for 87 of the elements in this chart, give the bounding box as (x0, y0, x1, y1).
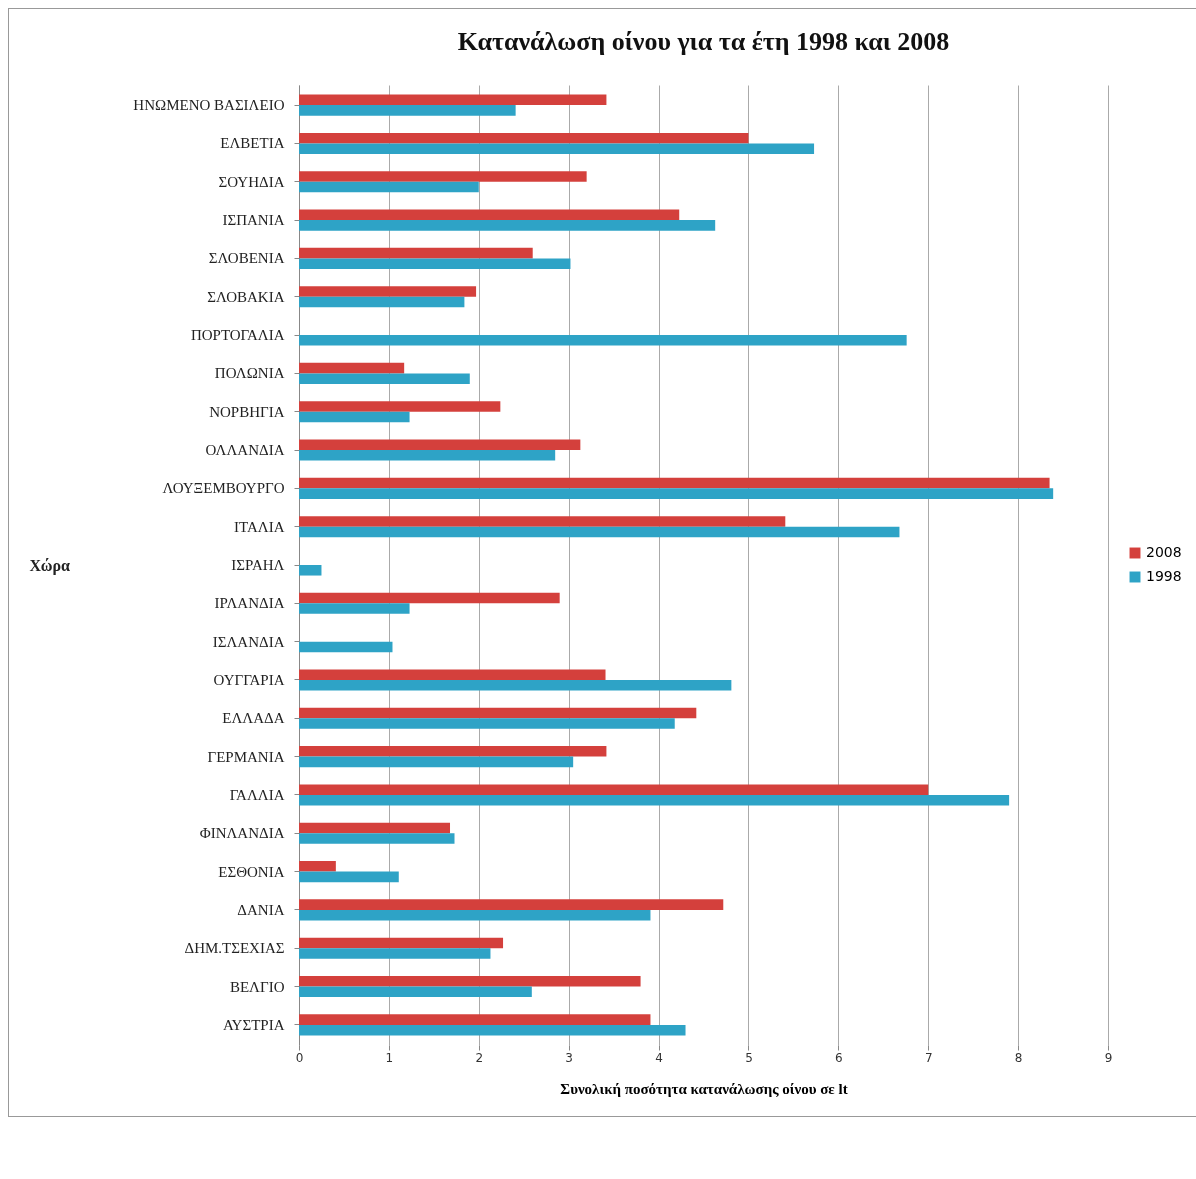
bar (299, 143, 815, 154)
bar (299, 861, 336, 872)
bar (299, 641, 393, 653)
bar (299, 132, 749, 144)
bar (299, 756, 574, 768)
bar (299, 833, 455, 844)
y-tick-label: ΙΣΠΑΝΙΑ (222, 212, 285, 229)
y-tick-label: ΒΕΛΓΙΟ (229, 978, 285, 995)
bar (299, 603, 410, 614)
x-axis-title: Συνολική ποσότητα κατανάλωσης οίνου σε lt (560, 1080, 848, 1097)
y-tick-label: ΓΑΛΛΙΑ (229, 786, 285, 803)
y-tick-label: ΑΥΣΤΡΙΑ (223, 1016, 285, 1033)
legend-label: 1998 (1146, 568, 1182, 584)
y-tick-label: ΟΥΓΓΑΡΙΑ (213, 671, 285, 688)
bar (299, 784, 929, 795)
bar (299, 362, 405, 374)
bar (299, 526, 900, 538)
bar (299, 669, 606, 680)
x-tick-label: 7 (924, 1050, 933, 1065)
y-tick-label: ΗΝΩΜΕΝΟ ΒΑΣΙΛΕΙΟ (133, 97, 285, 114)
y-tick-label: ΠΟΡΤΟΓΑΛΙΑ (190, 327, 285, 344)
bar (299, 948, 491, 959)
y-tick-label: ΙΣΛΑΝΔΙΑ (212, 633, 285, 650)
y-tick-label: ΛΟΥΞΕΜΒΟΥΡΓΟ (162, 480, 285, 497)
y-tick-label: ΔΑΝΙΑ (237, 901, 285, 918)
bar (299, 976, 641, 987)
y-tick-label: ΝΟΡΒΗΓΙΑ (209, 403, 285, 420)
y-tick-label: ΓΕΡΜΑΝΙΑ (207, 748, 285, 765)
bar (299, 450, 556, 461)
bar (299, 258, 571, 269)
y-tick-label: ΣΛΟΒΕΝΙΑ (208, 250, 285, 267)
bar (299, 488, 1054, 499)
y-tick-label: ΣΛΟΒΑΚΙΑ (207, 288, 285, 305)
bar (299, 94, 607, 106)
bar (299, 746, 607, 757)
x-tick-label: 1 (385, 1050, 394, 1065)
bar (299, 1024, 686, 1036)
x-tick-label: 4 (655, 1050, 663, 1065)
bar (299, 209, 680, 221)
bar (299, 986, 532, 998)
bar (299, 105, 516, 116)
bar (299, 679, 732, 691)
y-tick-label: ΔΗΜ.ΤΣΕΧΙΑΣ (184, 940, 285, 957)
x-tick-label: 8 (1014, 1050, 1023, 1065)
bar (299, 899, 724, 910)
bar (299, 592, 560, 604)
bar (299, 335, 907, 346)
bar (299, 909, 651, 921)
x-tick-label: 0 (295, 1050, 304, 1065)
x-tick-label: 5 (745, 1050, 753, 1065)
bar (299, 411, 410, 423)
x-tick-label: 2 (475, 1050, 484, 1065)
y-tick-label: ΙΣΡΑΗΛ (231, 557, 285, 573)
bar (299, 439, 581, 451)
x-tick-label: 6 (835, 1050, 843, 1065)
x-tick-label: 9 (1104, 1050, 1113, 1065)
bar (299, 247, 533, 259)
bar (299, 477, 1050, 489)
x-tick-label: 3 (565, 1050, 573, 1065)
y-tick-label: ΕΛΒΕΤΙΑ (220, 135, 285, 152)
bar (299, 181, 479, 193)
y-tick-label: ΕΣΘΟΝΙΑ (218, 863, 285, 880)
bar (299, 707, 697, 719)
bar (299, 718, 675, 729)
y-tick-label: ΟΛΛΑΝΔΙΑ (205, 442, 285, 459)
bar (299, 296, 465, 308)
bar (299, 937, 504, 949)
bar (299, 220, 716, 231)
bar (299, 871, 399, 883)
bar (299, 1014, 651, 1025)
bar (299, 516, 786, 527)
y-tick-label: ΦΙΝΛΑΝΔΙΑ (199, 825, 285, 842)
bar (299, 794, 1010, 806)
bar (299, 286, 477, 297)
legend-label: 2008 (1146, 544, 1182, 560)
y-tick-label: ΙΤΑΛΙΑ (234, 518, 285, 535)
bar (299, 565, 322, 576)
chart-title: Κατανάλωση οίνου για τα έτη 1998 και 2008 (457, 27, 950, 56)
y-tick-label: ΕΛΛΑΔΑ (222, 710, 285, 727)
y-tick-label: ΣΟΥΗΔΙΑ (218, 173, 285, 190)
bar (299, 822, 451, 834)
y-axis-title: Χώρα (29, 556, 71, 575)
bar (299, 373, 470, 384)
bar (299, 401, 501, 412)
bar (299, 171, 587, 182)
y-tick-label: ΠΟΛΩΝΙΑ (214, 365, 285, 382)
y-tick-label: ΙΡΛΑΝΔΙΑ (214, 595, 285, 612)
